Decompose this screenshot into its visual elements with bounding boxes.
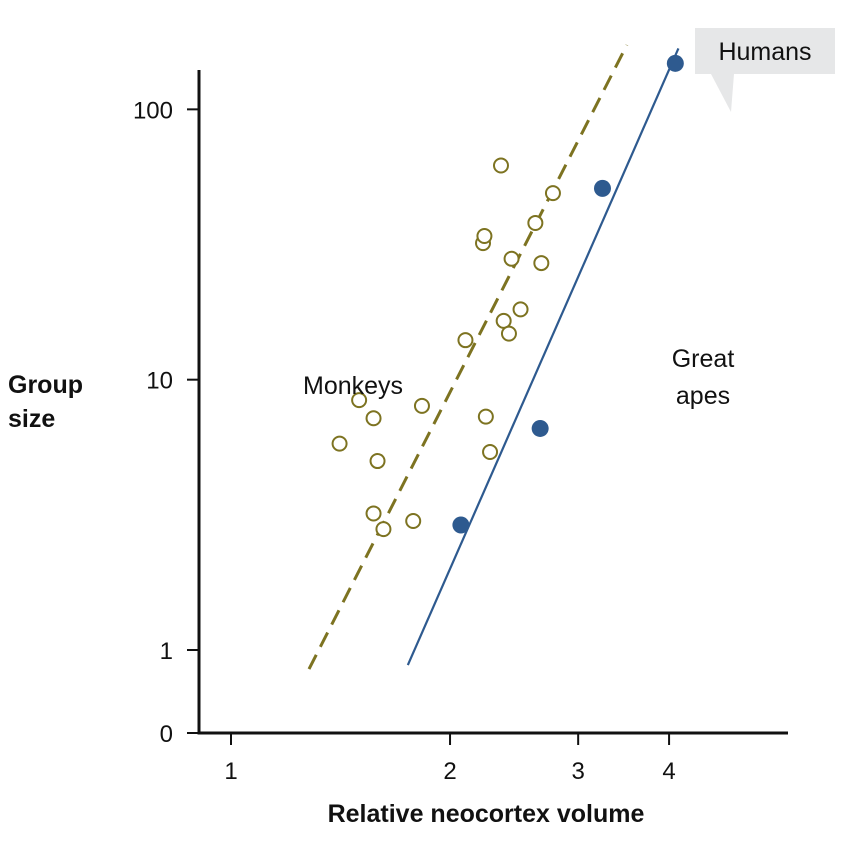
monkeys-point	[351, 392, 368, 409]
x-tick-label: 3	[571, 758, 584, 785]
data-points	[331, 54, 684, 538]
great-apes-point	[666, 54, 684, 72]
y-axis-title-line-1: Group	[8, 371, 83, 399]
humans-label: Humans	[718, 38, 811, 66]
monkeys-point	[544, 185, 561, 202]
great-apes-label-line-1: Great	[672, 345, 735, 373]
y-axis-title-line-2: size	[8, 405, 55, 433]
great-apes-point	[531, 419, 549, 437]
monkeys-point	[331, 435, 348, 452]
monkeys-point	[375, 521, 392, 538]
monkeys-point	[457, 332, 474, 349]
humans-callout-box	[695, 28, 835, 74]
monkeys-point	[527, 214, 544, 231]
monkeys-point	[512, 301, 529, 318]
great-apes-label-line-2: apes	[676, 382, 730, 410]
monkeys-point	[477, 408, 494, 425]
trend-lines	[307, 44, 680, 670]
x-tick-label: 4	[662, 758, 675, 785]
x-ticks: 1 2 3 4	[224, 733, 676, 785]
monkeys-point	[369, 453, 386, 470]
monkeys-point	[365, 505, 382, 522]
y-tick-label-zero: 0	[160, 721, 173, 748]
y-tick-label: 1	[160, 638, 173, 665]
monkeys-point	[500, 325, 517, 342]
humans-callout-pointer	[711, 74, 734, 112]
monkeys-point	[365, 410, 382, 427]
great-apes-point	[593, 179, 611, 197]
monkeys-point	[413, 397, 430, 414]
monkeys-point	[405, 513, 422, 530]
y-ticks: 1 10 100 0	[133, 97, 199, 748]
monkeys-trend-line	[307, 44, 629, 670]
x-axis-title: Relative neocortex volume	[328, 800, 645, 828]
axes	[197, 70, 788, 735]
y-tick-label: 10	[146, 368, 173, 395]
y-tick-label: 100	[133, 97, 173, 124]
x-tick-label: 1	[224, 758, 237, 785]
monkeys-point	[476, 228, 493, 245]
monkeys-point	[482, 444, 499, 461]
monkeys-point	[503, 250, 520, 267]
great-apes-trend-line	[406, 48, 680, 666]
great-apes-point	[452, 516, 470, 534]
monkeys-label: Monkeys	[303, 372, 403, 400]
x-tick-label: 2	[443, 758, 456, 785]
monkeys-point	[492, 157, 509, 174]
monkeys-point	[533, 255, 550, 272]
humans-callout: Humans	[695, 28, 835, 112]
